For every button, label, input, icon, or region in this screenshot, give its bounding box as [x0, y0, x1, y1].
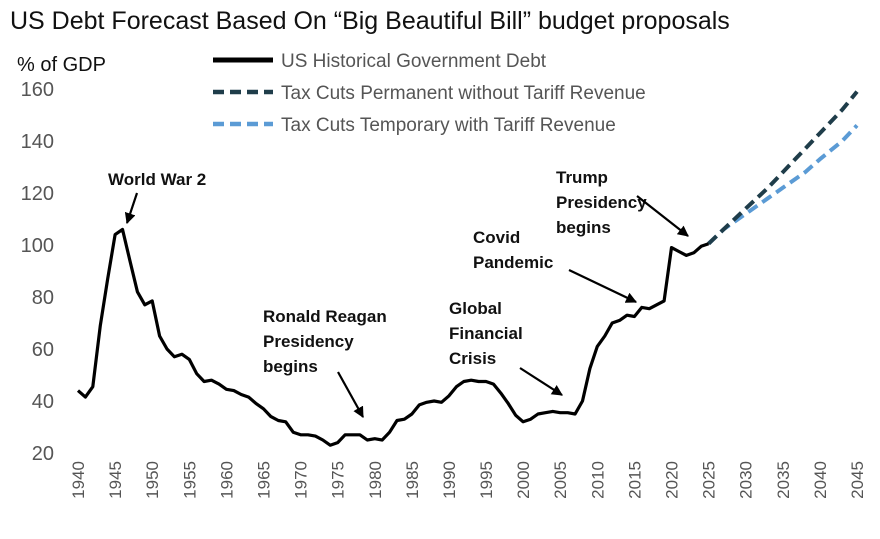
annotation-text: begins: [556, 218, 611, 237]
y-axis: 20 40 60 80 100 120 140 160: [21, 79, 54, 465]
x-tick-label: 1985: [403, 461, 422, 499]
legend-label: Tax Cuts Temporary with Tariff Revenue: [281, 115, 616, 136]
annotation-text: World War 2: [108, 170, 206, 189]
annotation-text: begins: [263, 357, 318, 376]
x-tick-label: 1970: [292, 461, 311, 499]
annotation-ronald-reagan: Ronald Reagan Presidency begins: [263, 307, 387, 418]
y-tick-label: 60: [32, 339, 54, 361]
legend-item-tax-cuts-temporary-with-tariff-revenue: Tax Cuts Temporary with Tariff Revenue: [213, 115, 616, 136]
series-layer: [76, 90, 859, 447]
x-tick-label: 1965: [254, 461, 273, 499]
x-tick-label: 1995: [477, 461, 496, 499]
x-tick-label: 1940: [69, 461, 88, 499]
y-tick-label: 160: [21, 79, 54, 101]
x-tick-label: 1950: [143, 461, 162, 499]
x-tick-label: 2035: [774, 461, 793, 499]
annotation-arrow: [124, 192, 139, 225]
annotation-global: Global Financial Crisis: [449, 299, 563, 396]
legend-label: Tax Cuts Permanent without Tariff Revenu…: [281, 83, 646, 104]
x-tick-label: 2045: [848, 461, 867, 499]
y-tick-label: 120: [21, 183, 54, 205]
y-tick-label: 80: [32, 287, 54, 309]
x-tick-label: 2040: [811, 461, 830, 499]
annotation-text: Presidency: [263, 332, 354, 351]
x-tick-label: 1945: [106, 461, 125, 499]
y-tick-label: 40: [32, 391, 54, 413]
x-tick-label: 2005: [551, 461, 570, 499]
x-tick-label: 1955: [180, 461, 199, 499]
annotation-arrow: [636, 195, 689, 237]
annotation-arrow: [519, 367, 563, 396]
annotation-text: Covid: [473, 228, 520, 247]
annotation-text: Global: [449, 299, 502, 318]
series-line-tax-cuts-temporary-with-tariff-revenue: [707, 124, 859, 246]
x-tick-label: 2010: [588, 461, 607, 499]
annotation-text: Trump: [556, 168, 608, 187]
x-tick-label: 2020: [663, 461, 682, 499]
annotation-arrow: [568, 269, 637, 303]
annotation-text: Ronald Reagan: [263, 307, 387, 326]
y-tick-label: 100: [21, 235, 54, 257]
series-line-us-historical-government-debt: [76, 227, 710, 447]
legend-item-us-historical-government-debt: US Historical Government Debt: [213, 51, 547, 72]
annotation-text: Pandemic: [473, 253, 553, 272]
x-tick-label: 2025: [700, 461, 719, 499]
chart-title: US Debt Forecast Based On “Big Beautiful…: [10, 7, 730, 35]
y-tick-label: 20: [32, 443, 54, 465]
annotation-text: Presidency: [556, 193, 647, 212]
annotation-text: Financial: [449, 324, 523, 343]
x-tick-label: 1960: [217, 461, 236, 499]
x-tick-label: 1990: [440, 461, 459, 499]
x-tick-label: 1975: [329, 461, 348, 499]
x-tick-label: 2015: [625, 461, 644, 499]
x-tick-label: 1980: [366, 461, 385, 499]
x-axis: 1940 1945 1950 1955 1960 1965 1970 1975 1980 1985…: [69, 461, 867, 499]
annotation-world-war-2: World War 2: [108, 170, 206, 225]
legend: US Historical Government Debt Tax Cuts Pe…: [213, 51, 646, 136]
annotation-text: Crisis: [449, 349, 496, 368]
x-tick-label: 2030: [737, 461, 756, 499]
y-tick-label: 140: [21, 131, 54, 153]
x-tick-label: 2000: [514, 461, 533, 499]
y-axis-label: % of GDP: [17, 54, 106, 76]
legend-item-tax-cuts-permanent-without-tariff-revenue: Tax Cuts Permanent without Tariff Revenu…: [213, 83, 646, 104]
annotation-covid: Covid Pandemic: [473, 228, 637, 303]
annotation-trump: Trump Presidency begins: [556, 168, 689, 237]
legend-label: US Historical Government Debt: [281, 51, 547, 72]
annotation-arrow: [337, 371, 364, 418]
series-line-tax-cuts-permanent-without-tariff-revenue: [707, 90, 859, 246]
annotations: World War 2 Ronald Reagan Presidency begins…: [108, 168, 689, 418]
